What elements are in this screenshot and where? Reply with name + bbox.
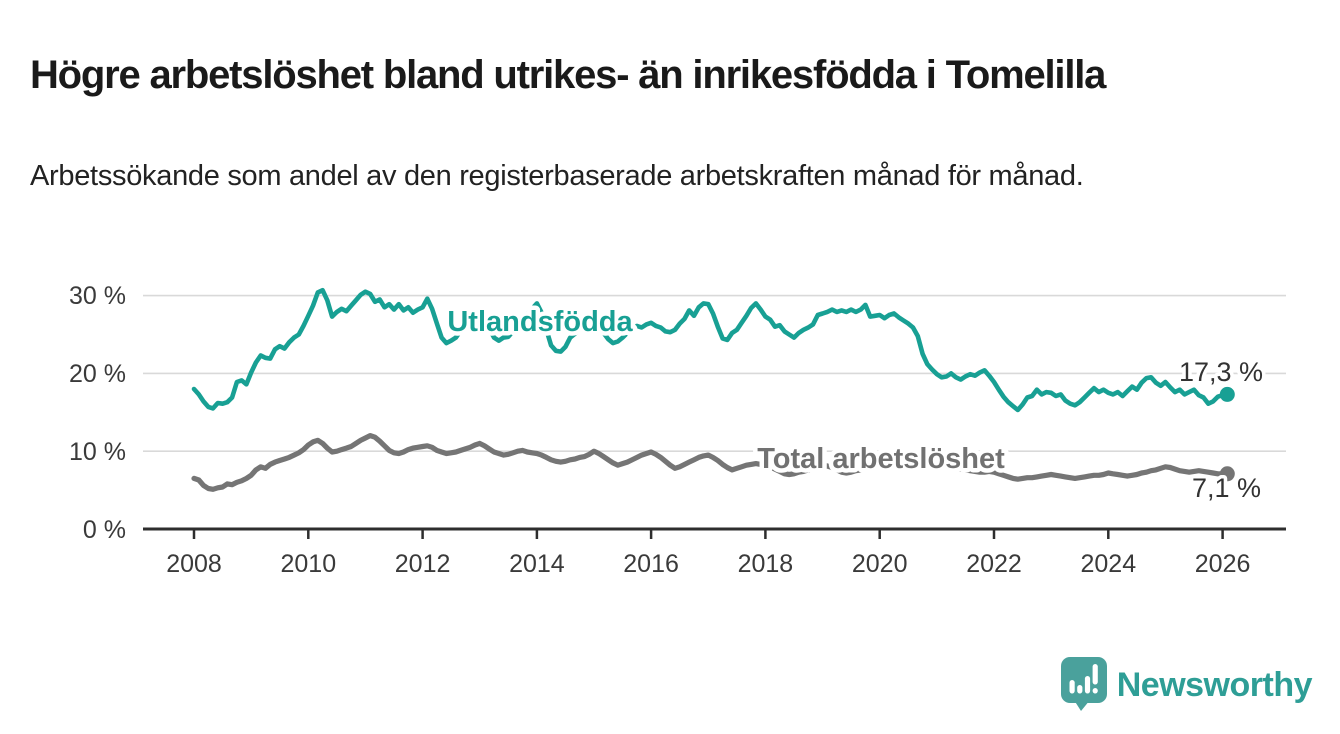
- series-label-utlandsfodda: Utlandsfödda: [447, 306, 633, 338]
- x-tick-2014: 2014: [509, 550, 565, 578]
- x-axis: 2008 2010 2012 2014 2016 2018 2020 2022 …: [143, 527, 1286, 578]
- series-lines: [191, 287, 1235, 492]
- unemployment-chart: 0 % 10 % 20 % 30 % Utlandsfödda Total ar…: [0, 250, 1340, 630]
- end-dot-utlandsf-dda: [1219, 386, 1235, 402]
- y-tick-30: 30 %: [69, 282, 126, 310]
- series-label-total: Total arbetslöshet: [757, 443, 1005, 475]
- page-subtitle: Arbetssökande som andel av den registerb…: [30, 160, 1084, 192]
- x-tick-2012: 2012: [395, 550, 451, 578]
- newsworthy-logo-icon: [1060, 657, 1107, 711]
- y-tick-20: 20 %: [69, 360, 126, 388]
- x-tick-2008: 2008: [166, 550, 222, 578]
- y-tick-0: 0 %: [83, 516, 126, 544]
- end-dot-total-arbetsl-shet: [1219, 466, 1235, 482]
- chart-canvas: 0 % 10 % 20 % 30 % Utlandsfödda Total ar…: [69, 282, 1286, 578]
- x-tick-2010: 2010: [280, 550, 336, 578]
- x-tick-2016: 2016: [623, 550, 679, 578]
- series-labels: Utlandsfödda Total arbetslöshet: [443, 302, 1010, 480]
- y-axis-labels: 0 % 10 % 20 % 30 %: [69, 282, 126, 544]
- line-total-arbetsl-shet: [191, 433, 1230, 492]
- page-title: Högre arbetslöshet bland utrikes- än inr…: [30, 52, 1106, 97]
- x-tick-2024: 2024: [1080, 550, 1136, 578]
- end-value-utlandsfodda: 17,3 %: [1179, 357, 1263, 387]
- x-tick-2018: 2018: [738, 550, 794, 578]
- x-tick-2026: 2026: [1195, 550, 1251, 578]
- x-tick-2020: 2020: [852, 550, 908, 578]
- x-axis-labels: 2008 2010 2012 2014 2016 2018 2020 2022 …: [166, 550, 1250, 578]
- x-axis-ticks: [192, 529, 1224, 539]
- end-value-labels: 17,3 % 7,1 %: [1175, 354, 1266, 507]
- end-value-total: 7,1 %: [1192, 473, 1261, 503]
- line-utlandsf-dda: [191, 287, 1230, 413]
- newsworthy-logo: Newsworthy: [1060, 657, 1313, 712]
- x-tick-2022: 2022: [966, 550, 1022, 578]
- y-tick-10: 10 %: [69, 438, 126, 466]
- newsworthy-logo-text: Newsworthy: [1116, 665, 1313, 704]
